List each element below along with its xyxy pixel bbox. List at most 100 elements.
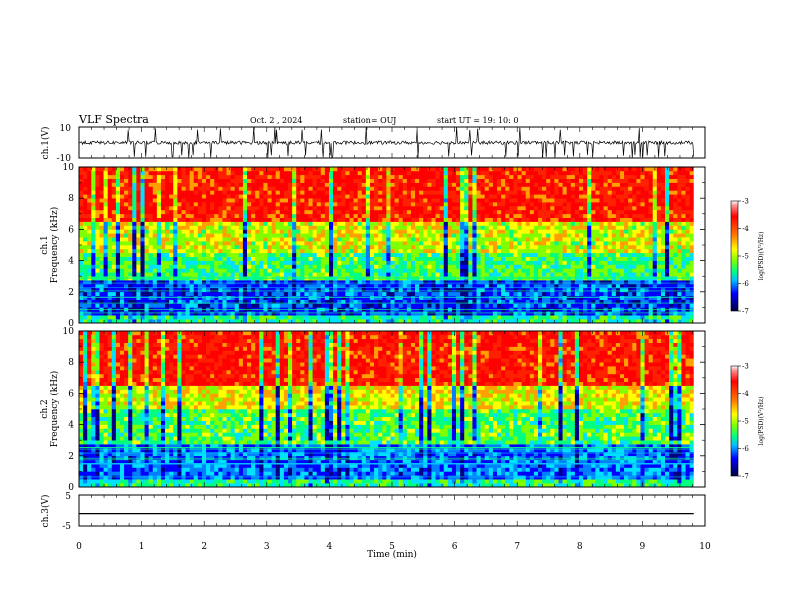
spectrogram-cell (124, 186, 129, 191)
spectrogram-cell (181, 186, 186, 191)
spectrogram-cell (390, 248, 395, 254)
spectrogram-cell (566, 272, 572, 277)
spectrogram-cell (300, 315, 305, 320)
spectrogram-cell (562, 241, 567, 246)
spectrogram-cell (464, 303, 469, 308)
spectrogram-cell (271, 237, 277, 242)
spectrogram-cell (189, 260, 195, 265)
spectrogram-cell (218, 237, 223, 242)
spectrogram-cell (201, 245, 207, 250)
spectrogram-cell (328, 209, 334, 215)
spectrogram-cell (353, 206, 358, 211)
spectrogram-cell (341, 319, 346, 324)
spectrogram-cell (140, 178, 145, 183)
spectrogram-cell (566, 252, 572, 257)
spectrogram-cell (505, 190, 510, 195)
spectrogram-cell (583, 315, 588, 320)
spectrogram-cell (353, 202, 358, 207)
spectrogram-cell (365, 174, 371, 179)
spectrogram-cell (525, 174, 531, 179)
spectrogram-cell (152, 190, 158, 195)
spectrogram-cell (578, 248, 584, 254)
spectrogram-cell (447, 319, 453, 324)
spectrogram-cell (111, 167, 117, 172)
spectrogram-cell (230, 221, 236, 226)
spectrogram-cell (279, 202, 285, 207)
spectrogram-cell (525, 221, 531, 226)
spectrogram-cell (451, 315, 457, 320)
spectrogram-cell (521, 303, 527, 308)
spectrogram-cell (525, 202, 531, 207)
spectrogram-cell (111, 209, 117, 215)
spectrogram-cell (415, 202, 420, 207)
spectrogram-cell (124, 237, 129, 242)
spectrogram-cell (177, 245, 182, 250)
spectrogram-cell (488, 202, 494, 207)
date-label: Oct. 2 , 2024 (250, 116, 302, 125)
spectrogram-cell (87, 260, 92, 265)
spectrogram-cell (144, 291, 149, 296)
spectrogram-cell (488, 268, 494, 273)
spectrogram-cell (132, 252, 137, 257)
spectrogram-cell (566, 237, 572, 242)
spectrogram-cell (562, 256, 567, 261)
spectrogram-cell (562, 167, 567, 172)
spectrogram-cell (435, 225, 440, 230)
spectrogram-cell (492, 221, 498, 226)
spectrogram-cell (288, 182, 293, 187)
spectrogram-cell (480, 167, 486, 172)
spectrogram-cell (181, 233, 186, 238)
figure-title: VLF Spectra (78, 113, 149, 126)
spectrogram-cell (443, 213, 449, 218)
spectrogram-cell (513, 252, 518, 257)
spectrogram-cell (558, 198, 563, 203)
spectrogram-cell (328, 299, 334, 304)
spectrogram-cell (140, 174, 145, 179)
spectrogram-cell (83, 202, 88, 207)
spectrogram-cell (259, 170, 264, 176)
spectrogram-cell (99, 319, 104, 324)
spectrogram-cell (566, 241, 572, 246)
spectrogram-cell (99, 221, 104, 226)
spectrogram-cell (83, 167, 88, 172)
spectrogram-cell (423, 256, 428, 261)
spectrogram-cell (456, 256, 461, 261)
spectrogram-cell (587, 241, 592, 246)
spectrogram-cell (169, 245, 174, 250)
spectrogram-cell (107, 213, 113, 218)
spectrogram-cell (156, 245, 162, 250)
spectrogram-cell (402, 303, 408, 308)
spectrogram-cell (488, 206, 494, 211)
spectrogram-cell (107, 178, 113, 183)
spectrogram-cell (525, 198, 531, 203)
spectrogram-cell (349, 190, 354, 195)
spectrogram-cell (271, 291, 277, 296)
spectrogram-cell (382, 233, 387, 238)
spectrogram-cell (365, 252, 371, 257)
spectrogram-cell (361, 319, 367, 324)
spectrogram-cell (308, 178, 313, 183)
spectrogram-cell (320, 198, 326, 203)
spectrogram-cell (333, 182, 338, 187)
spectrogram-cell (398, 280, 404, 285)
spectrogram-cell (177, 260, 182, 265)
spectrogram-cell (107, 319, 113, 324)
spectrogram-cell (484, 303, 490, 308)
spectrogram-cell (238, 252, 244, 257)
spectrogram-cell (406, 170, 412, 176)
spectrogram-cell (398, 291, 404, 296)
spectrogram-cell (288, 303, 293, 308)
spectrogram-cell (206, 284, 211, 289)
spectrogram-cell (570, 284, 576, 289)
spectrogram-cell (300, 245, 305, 250)
spectrogram-cell (222, 190, 227, 195)
spectrogram-cell (357, 299, 363, 304)
spectrogram-cell (136, 217, 141, 222)
spectrogram-cell (99, 237, 104, 242)
spectrogram-cell (406, 284, 412, 289)
spectrogram-cell (337, 260, 342, 265)
spectrogram-cell (169, 315, 174, 320)
spectrogram-cell (361, 284, 367, 289)
spectrogram-cell (111, 252, 117, 257)
spectrogram-cell (472, 268, 477, 273)
